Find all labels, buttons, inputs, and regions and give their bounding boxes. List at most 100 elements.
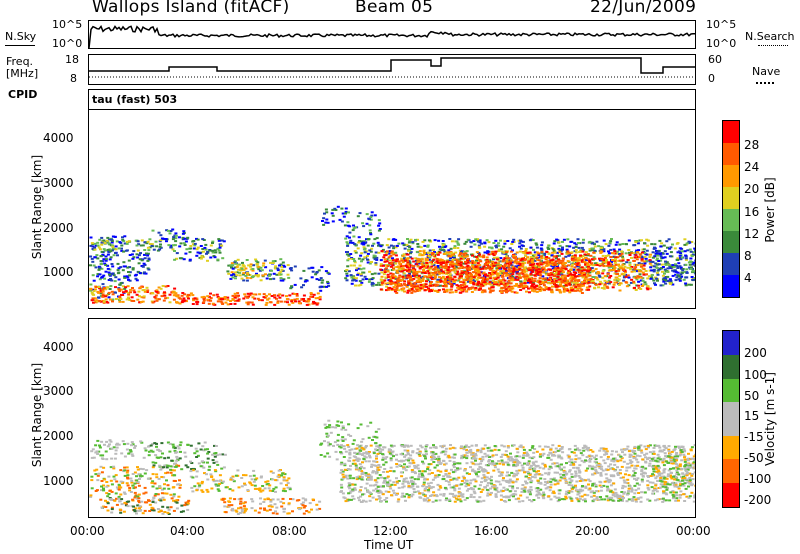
power-cell: [469, 245, 473, 248]
power-cell: [453, 275, 457, 278]
power-cell: [463, 281, 467, 284]
velocity-cell: [126, 505, 130, 508]
power-cell: [143, 271, 146, 274]
power-ylabel: Slant Range [km]: [30, 154, 44, 260]
power-cell: [352, 276, 356, 279]
power-cell: [450, 269, 454, 272]
velocity-cell: [304, 498, 308, 501]
power-cell: [164, 285, 168, 288]
power-cell: [643, 252, 647, 255]
power-cell: [142, 296, 146, 299]
velocity-cell: [136, 504, 140, 507]
power-cell: [331, 214, 335, 217]
power-cell: [552, 280, 556, 283]
date-title: 22/Jun/2009: [590, 0, 697, 17]
power-cell: [380, 279, 384, 282]
velocity-cell: [651, 489, 655, 492]
power-cell: [111, 298, 115, 301]
power-cell: [475, 255, 479, 258]
velocity-cell: [283, 490, 287, 493]
power-cell: [392, 245, 396, 248]
power-cell: [681, 269, 685, 272]
power-cell: [441, 246, 445, 249]
power-cell: [601, 272, 605, 275]
velocity-cell: [110, 483, 114, 486]
power-cell: [623, 269, 627, 272]
power-cell: [350, 282, 354, 285]
velocity-cell: [675, 497, 679, 500]
power-cell: [315, 271, 319, 273]
power-cell: [516, 261, 520, 264]
power-cell: [125, 298, 129, 301]
power-cell: [511, 273, 515, 276]
power-cell: [293, 283, 297, 286]
power-cell: [543, 278, 547, 281]
power-cell: [394, 260, 398, 263]
power-cell: [125, 242, 129, 245]
velocity-cell: [271, 498, 275, 501]
power-cell: [487, 241, 491, 244]
power-cell: [141, 300, 145, 303]
velocity-cell: [340, 438, 344, 441]
power-cell: [108, 273, 111, 276]
power-cell: [650, 274, 654, 277]
power-cell: [646, 244, 650, 247]
power-cell: [136, 240, 140, 243]
velocity-cell: [618, 469, 622, 471]
power-cell: [468, 261, 472, 264]
power-cell: [128, 254, 132, 256]
velocity-cell: [184, 455, 188, 458]
velocity-cell: [514, 465, 518, 468]
velocity-cell: [327, 444, 331, 447]
power-cell: [595, 272, 599, 275]
velocity-cell: [137, 493, 141, 496]
power-cell: [143, 264, 147, 266]
power-cell: [490, 264, 493, 267]
power-cell: [537, 268, 541, 271]
power-cell: [118, 300, 122, 303]
power-cell: [476, 269, 480, 272]
power-cell: [161, 285, 165, 287]
power-cell: [356, 215, 360, 218]
power-cell: [281, 294, 285, 297]
power-cell: [236, 258, 240, 261]
velocity-cell: [246, 489, 250, 491]
power-cell: [409, 238, 413, 241]
power-cell: [483, 274, 487, 277]
power-cell: [359, 254, 363, 257]
power-cell: [102, 258, 106, 261]
power-cell: [206, 295, 210, 298]
power-cell: [247, 264, 251, 267]
power-cell: [394, 254, 398, 257]
velocity-cell: [156, 493, 160, 496]
power-cell: [116, 262, 120, 265]
velocity-cell: [403, 455, 407, 458]
power-cell: [513, 260, 517, 263]
velocity-cell: [159, 509, 163, 512]
power-cell: [394, 266, 398, 269]
power-cell: [401, 267, 405, 270]
power-cell: [633, 263, 637, 266]
power-cell: [663, 256, 667, 259]
power-cell: [617, 269, 621, 272]
power-cell: [562, 266, 566, 269]
power-cell: [573, 254, 577, 257]
power-cell: [233, 271, 237, 274]
power-cell: [349, 241, 352, 244]
power-cell: [574, 257, 578, 260]
velocity-cell: [132, 509, 136, 511]
power-cell: [519, 247, 523, 250]
power-cell: [239, 269, 243, 272]
power-cell: [257, 274, 260, 277]
power-cell: [439, 261, 443, 264]
power-cell: [152, 248, 156, 251]
power-cell: [97, 268, 101, 271]
power-cell: [550, 289, 554, 292]
power-cell: [217, 298, 221, 301]
power-cell: [488, 287, 491, 290]
power-cell: [569, 268, 573, 271]
velocity-cell: [178, 457, 182, 460]
power-cell: [662, 280, 666, 283]
power-cell: [689, 250, 693, 253]
velocity-cell: [171, 443, 175, 446]
